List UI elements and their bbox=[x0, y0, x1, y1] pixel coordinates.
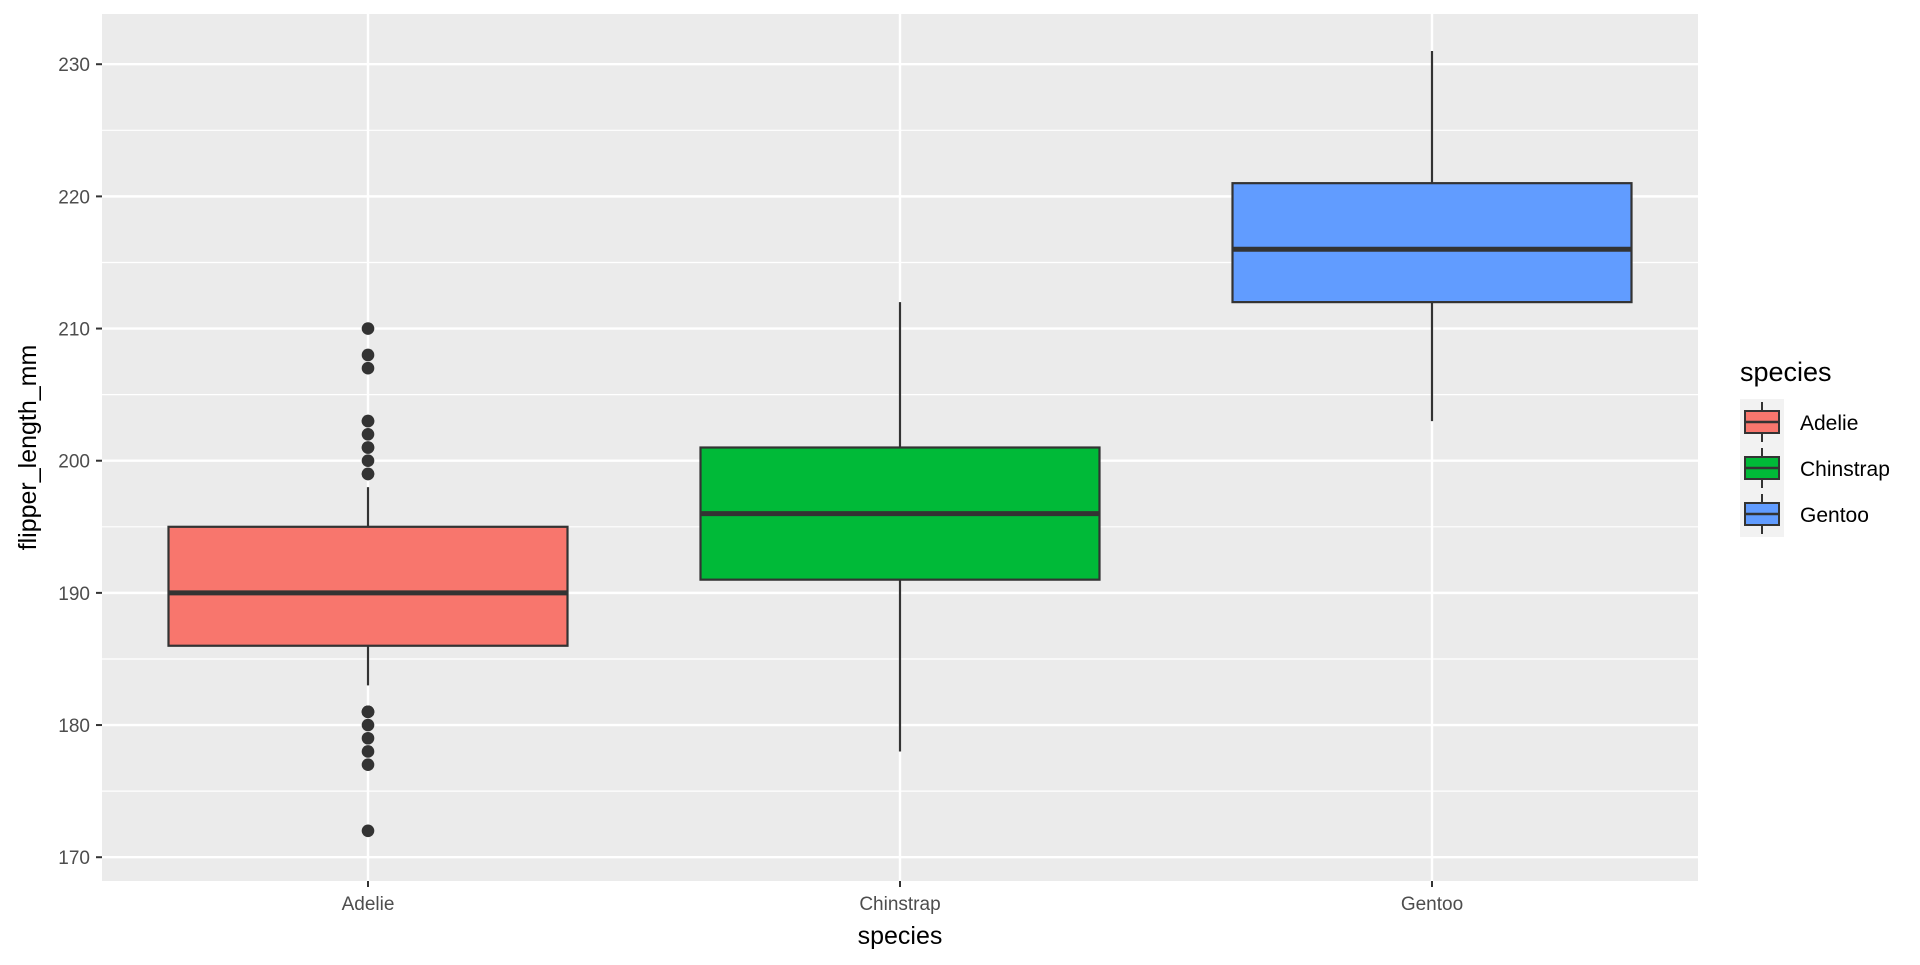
y-tick-label: 170 bbox=[58, 848, 90, 869]
outlier-point bbox=[361, 745, 375, 758]
legend-item-gentoo: Gentoo bbox=[1744, 494, 1869, 534]
outlier-point bbox=[361, 322, 375, 335]
box-body bbox=[167, 525, 569, 647]
box-body bbox=[1231, 182, 1633, 304]
outlier-point bbox=[361, 361, 375, 375]
legend-item-label: Gentoo bbox=[1800, 504, 1869, 527]
legend-item-chinstrap: Chinstrap bbox=[1744, 448, 1890, 488]
box-gentoo bbox=[1231, 51, 1633, 422]
outlier-point bbox=[361, 414, 375, 428]
x-tick-label: Chinstrap bbox=[859, 894, 940, 915]
outlier-point bbox=[361, 427, 375, 441]
box-adelie bbox=[167, 322, 569, 838]
legend: species Adelie Chinstrap Gentoo bbox=[1740, 357, 1890, 537]
y-tick-label: 180 bbox=[58, 716, 90, 737]
x-tick-label: Gentoo bbox=[1401, 894, 1463, 915]
legend-item-label: Adelie bbox=[1800, 412, 1858, 435]
legend-items: Adelie Chinstrap Gentoo bbox=[1744, 402, 1890, 534]
y-tick-label: 230 bbox=[58, 55, 90, 76]
y-tick-label: 220 bbox=[58, 187, 90, 208]
x-tick-label: Adelie bbox=[342, 894, 395, 915]
outlier-point bbox=[361, 441, 375, 454]
box-chinstrap bbox=[699, 302, 1101, 752]
legend-item-adelie: Adelie bbox=[1744, 402, 1858, 442]
y-axis-title: flipper_length_mm bbox=[14, 345, 42, 551]
box-layer bbox=[167, 51, 1633, 838]
y-tick-label: 210 bbox=[58, 320, 90, 341]
y-tick-label: 190 bbox=[58, 584, 90, 605]
legend-title: species bbox=[1740, 357, 1832, 387]
outlier-point bbox=[361, 824, 375, 838]
outlier-point bbox=[361, 718, 375, 732]
legend-item-label: Chinstrap bbox=[1800, 458, 1890, 481]
tick-layer: 170 180 190 200 210 220 230 Adelie Chinstrap Gent… bbox=[58, 55, 1463, 915]
outlier-point bbox=[361, 705, 375, 719]
outlier-point bbox=[361, 454, 375, 468]
outlier-point bbox=[361, 731, 375, 745]
outlier-point bbox=[361, 348, 375, 362]
x-axis-title: species bbox=[858, 922, 943, 950]
y-tick-label: 200 bbox=[58, 452, 90, 473]
outlier-point bbox=[361, 758, 375, 771]
outlier-point bbox=[361, 467, 375, 481]
